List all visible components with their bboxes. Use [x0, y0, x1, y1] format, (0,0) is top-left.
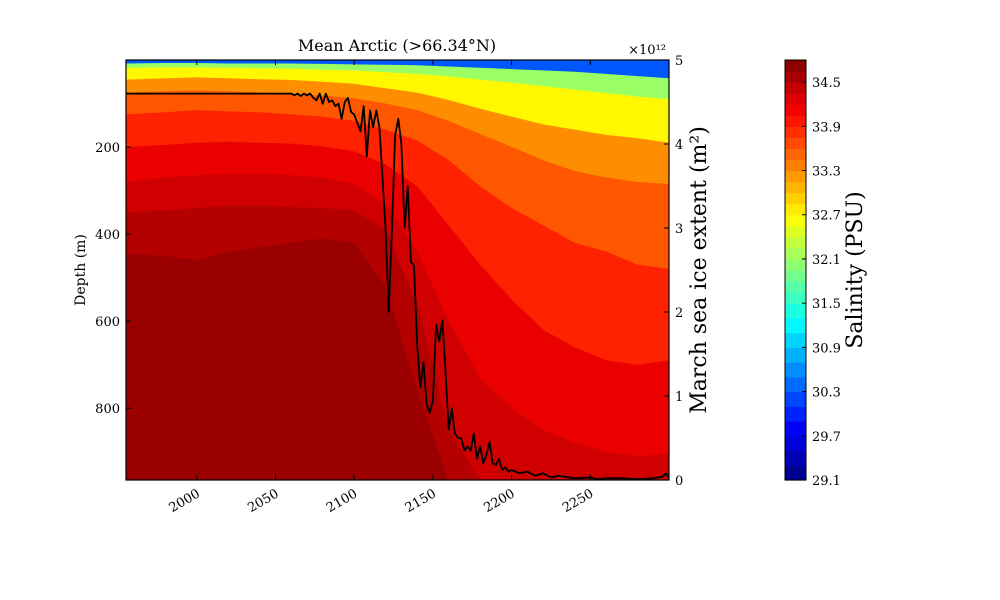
contour-band-8 — [126, 238, 669, 480]
colorbar-segment — [785, 421, 806, 437]
colorbar-segment — [785, 192, 806, 205]
sea-ice-extent-series — [126, 92, 669, 480]
left-y-axis: 200 400 600 800 — [95, 141, 131, 417]
colorbar-segment — [785, 115, 806, 127]
colorbar-segment — [785, 270, 806, 282]
right-axis-multiplier: ×10¹² — [628, 43, 666, 58]
colorbar — [785, 60, 806, 481]
colorbar-segment — [785, 465, 806, 481]
colorbar-segment — [785, 170, 806, 183]
colorbar-segment — [785, 104, 806, 116]
colorbar-segment — [785, 93, 806, 105]
colorbar-segment — [785, 148, 806, 161]
plot-frame — [125, 59, 670, 481]
colorbar-segment — [785, 214, 806, 227]
colorbar-tick-label: 32.1 — [812, 253, 841, 268]
colorbar-segment — [785, 347, 806, 363]
colorbar-segment — [785, 60, 806, 72]
colorbar-tick-label: 30.9 — [812, 341, 841, 356]
colorbar-tick-label: 32.7 — [812, 209, 841, 224]
colorbar-segment — [785, 247, 806, 260]
colorbar-segment — [785, 332, 806, 348]
colorbar-tick-label: 30.3 — [812, 386, 841, 401]
colorbar-segment — [785, 406, 806, 422]
sea-ice-extent-line — [126, 92, 669, 480]
left-y-axis-label: Depth (m) — [73, 234, 89, 306]
right-tick-label: 2 — [675, 306, 683, 321]
colorbar-tick-label: 29.7 — [812, 430, 841, 445]
colorbar-segment — [785, 376, 806, 393]
right-tick-label: 5 — [675, 54, 683, 69]
colorbar-segment — [785, 71, 806, 83]
colorbar-frame — [784, 59, 807, 481]
colorbar-tick-label: 33.3 — [812, 165, 841, 180]
colorbar-tick-label: 29.1 — [812, 474, 841, 489]
colorbar-tick-label: 33.9 — [812, 120, 841, 135]
colorbar-segment — [785, 203, 806, 216]
colorbar-segment — [785, 137, 806, 150]
x-tick-label: 2000 — [167, 486, 203, 516]
colorbar-segment — [785, 225, 806, 238]
colorbar-segment — [785, 303, 806, 319]
left-tick-label: 400 — [95, 228, 120, 243]
colorbar-segment — [785, 126, 806, 138]
chart-title: Mean Arctic (>66.34°N) — [298, 36, 496, 55]
colorbar-label: Salinity (PSU) — [843, 191, 868, 348]
colorbar-segment — [785, 362, 806, 378]
colorbar-segment — [785, 391, 806, 407]
x-tick-label: 2100 — [324, 486, 360, 516]
colorbar-segment — [785, 236, 806, 249]
right-tick-label: 1 — [675, 390, 683, 405]
left-tick-label: 600 — [95, 315, 120, 330]
right-tick-label: 0 — [675, 474, 683, 489]
left-tick-label: 800 — [95, 402, 120, 417]
salinity-contours — [126, 60, 669, 480]
colorbar-tick-label: 34.5 — [812, 76, 841, 91]
colorbar-segment — [785, 281, 806, 293]
colorbar-segment — [785, 317, 806, 334]
right-tick-label: 3 — [675, 222, 683, 237]
right-y-axis-label: March sea ice extent (m²) — [687, 126, 712, 414]
colorbar-segment — [785, 258, 806, 271]
left-tick-label: 200 — [95, 141, 120, 156]
colorbar-segment — [785, 181, 806, 194]
colorbar-segment — [785, 159, 806, 172]
colorbar-segment — [785, 82, 806, 94]
x-tick-label: 2050 — [245, 486, 281, 516]
right-y-axis: 0 1 2 3 4 5 — [664, 54, 683, 489]
colorbar-segment — [785, 292, 806, 304]
x-tick-label: 2200 — [481, 486, 517, 516]
x-tick-label: 2250 — [560, 486, 596, 516]
colorbar-tick-label: 31.5 — [812, 297, 841, 312]
colorbar-segment — [785, 450, 806, 466]
colorbar-segment — [785, 435, 806, 452]
x-tick-label: 2150 — [403, 486, 439, 516]
colorbar-ticks: 29.1 29.7 30.3 30.9 31.5 32.1 32.7 33.3 33.9 34.5 — [802, 76, 841, 489]
right-tick-label: 4 — [675, 138, 683, 153]
